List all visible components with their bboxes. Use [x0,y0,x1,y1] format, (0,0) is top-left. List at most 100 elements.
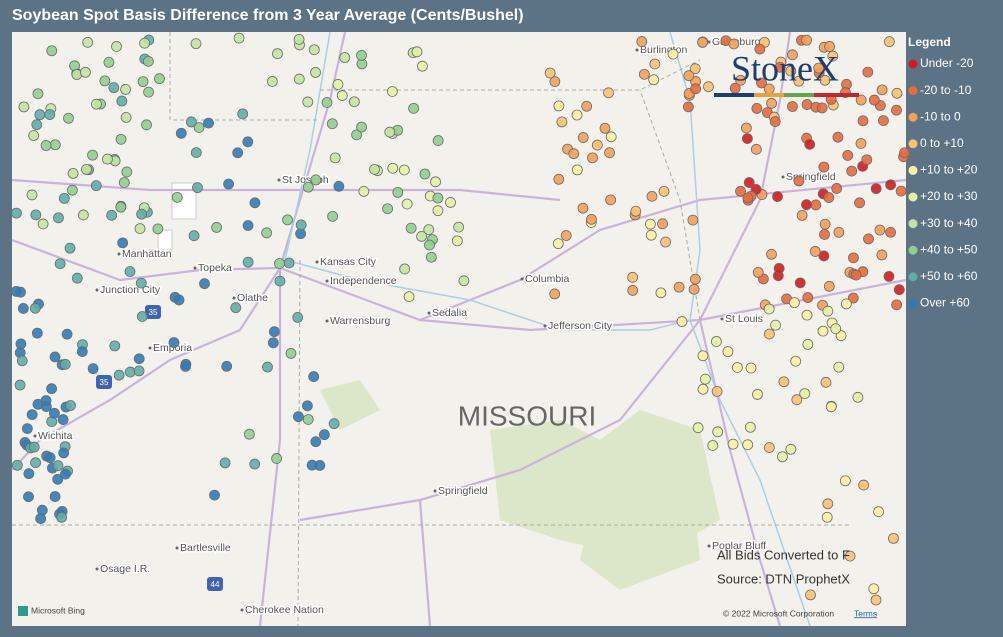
bid-dot [308,44,320,56]
bid-dot [553,100,565,112]
bid-dot [99,75,111,87]
legend-swatch [908,86,918,96]
bid-dot [77,209,89,221]
place-label: Osage I.R. [100,563,150,575]
bid-dot [46,45,58,57]
bid-dot [356,49,367,61]
bid-dot [793,175,805,187]
bid-dot [23,491,34,503]
bid-dot [109,340,121,352]
bid-dot [351,129,363,141]
bid-dot [81,163,92,175]
bid-dot [731,362,743,373]
bid-dot [888,532,899,544]
bid-dot [71,272,83,284]
bid-dot [876,84,888,96]
terms-link[interactable]: Terms [854,608,877,618]
bid-dot [274,275,286,287]
bid-dot [823,280,835,292]
bid-dot [801,99,813,110]
converted-note: All Bids Converted to F [717,547,850,562]
bid-dot [727,438,739,450]
bid-dot [61,328,73,340]
bid-dot [405,222,417,234]
place-marker [325,319,329,323]
bid-dot [193,122,205,133]
place-marker [325,279,329,283]
bid-dot [769,116,781,127]
bid-dot [262,361,273,373]
bid-dot [64,242,76,254]
bid-dot [827,50,839,62]
place-marker [720,317,724,321]
place-label: Cherokee Nation [245,604,324,616]
bid-dot [430,176,441,188]
bid-dot [658,185,670,197]
bid-dot [152,223,164,235]
bid-dot [646,190,658,202]
bid-dot [326,118,338,130]
bid-dot [818,161,830,173]
bid-dot [211,222,223,233]
bid-dot [785,65,797,77]
bid-dot [712,426,724,438]
bid-dot [28,130,40,141]
bid-dot [53,212,64,224]
bid-dot [741,122,752,134]
bid-dot [34,109,46,121]
bid-dot [168,337,180,348]
legend-swatch [908,219,918,229]
bid-dot [358,186,370,197]
bid-dot [46,383,58,395]
bid-dot [121,166,133,178]
bid-dot [802,292,814,303]
bid-dot [432,135,444,146]
bid-dot [134,223,146,234]
bid-dot [399,263,411,275]
bid-dot [261,227,273,239]
place-marker [433,489,437,493]
place-marker [175,546,179,550]
bid-dot [143,86,154,98]
bid-dot [223,178,234,190]
bid-dot [728,38,740,50]
bid-dot [735,185,746,197]
bid-dot [603,87,614,99]
bid-dot [115,133,127,145]
bid-dot [697,383,709,395]
bid-dot [451,235,463,247]
bid-dot [171,191,183,203]
bid-dot [839,475,851,487]
bid-dot [116,95,128,107]
bid-dot [37,218,49,230]
bid-dot [876,249,888,261]
bid-dot [91,98,102,110]
bid-dot [833,226,845,238]
bid-dot [58,447,70,459]
bid-dot [885,226,896,238]
bid-dot [52,473,64,485]
bid-dot [318,429,330,441]
bid-dot [571,109,583,121]
bid-dot [49,491,61,502]
place-marker [543,324,547,328]
bid-dot [630,205,642,217]
bid-dot [899,147,910,159]
bid-dot [302,181,314,193]
bid-dot [30,209,42,221]
legend-swatch [908,59,918,69]
bid-dot [591,139,603,151]
bid-dot [336,90,348,101]
bid-dot [850,269,862,281]
bid-dot [861,154,873,166]
bid-dot [272,48,283,60]
bid-dot [139,37,150,49]
legend: Under -20 -20 to -10 -10 to 0 0 to +10 +10 t… [908,56,978,310]
bid-dot [23,468,35,480]
place-label: St Louis [725,313,763,325]
bid-dot [605,131,617,143]
bid-dot [891,299,903,311]
bid-dot [660,236,671,248]
bing-icon [18,606,28,616]
bid-dot [249,458,261,470]
